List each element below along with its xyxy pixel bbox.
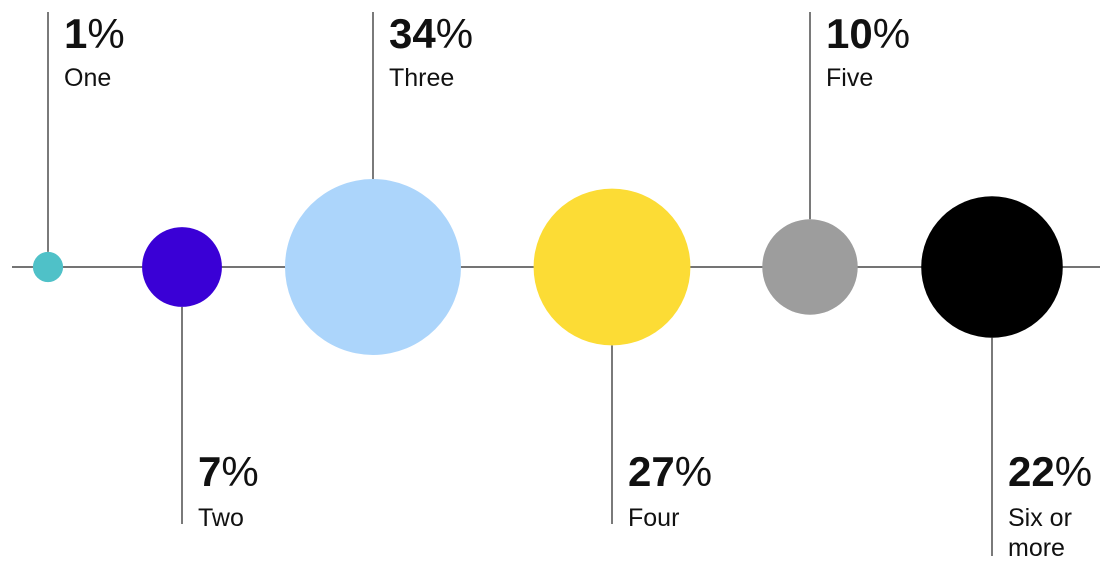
category-label-5: Six or more — [1008, 504, 1072, 562]
bubble-0 — [32, 251, 64, 283]
value-unit-1: % — [221, 448, 258, 495]
category-label-line-0-0: One — [64, 64, 111, 92]
value-number-2: 34 — [389, 10, 436, 57]
category-label-line-1-0: Two — [198, 504, 244, 532]
bubble-3 — [533, 188, 691, 346]
value-number-4: 10 — [826, 10, 873, 57]
bubble-4 — [762, 219, 858, 315]
value-unit-2: % — [436, 10, 473, 57]
category-label-3: Four — [628, 504, 679, 532]
category-label-line-4-0: Five — [826, 64, 873, 92]
value-number-3: 27 — [628, 448, 675, 495]
value-label-3: 27% — [628, 448, 712, 495]
bubble-2 — [285, 179, 461, 355]
value-label-2: 34% — [389, 10, 473, 57]
category-label-4: Five — [826, 64, 873, 92]
value-unit-4: % — [873, 10, 910, 57]
value-unit-3: % — [675, 448, 712, 495]
value-number-5: 22 — [1008, 448, 1055, 495]
category-label-line-5-0: Six or — [1008, 504, 1072, 532]
category-label-line-5-1: more — [1008, 534, 1065, 562]
value-number-0: 1 — [64, 10, 87, 57]
category-label-1: Two — [198, 504, 244, 532]
value-number-1: 7 — [198, 448, 221, 495]
category-label-line-2-0: Three — [389, 64, 454, 92]
bubble-5 — [921, 196, 1063, 338]
category-label-0: One — [64, 64, 111, 92]
value-unit-5: % — [1055, 448, 1092, 495]
category-label-line-3-0: Four — [628, 504, 679, 532]
category-label-2: Three — [389, 64, 454, 92]
value-label-5: 22% — [1008, 448, 1092, 495]
value-label-0: 1% — [64, 10, 125, 57]
value-label-1: 7% — [198, 448, 259, 495]
value-label-4: 10% — [826, 10, 910, 57]
bubble-1 — [142, 227, 222, 307]
value-unit-0: % — [87, 10, 124, 57]
